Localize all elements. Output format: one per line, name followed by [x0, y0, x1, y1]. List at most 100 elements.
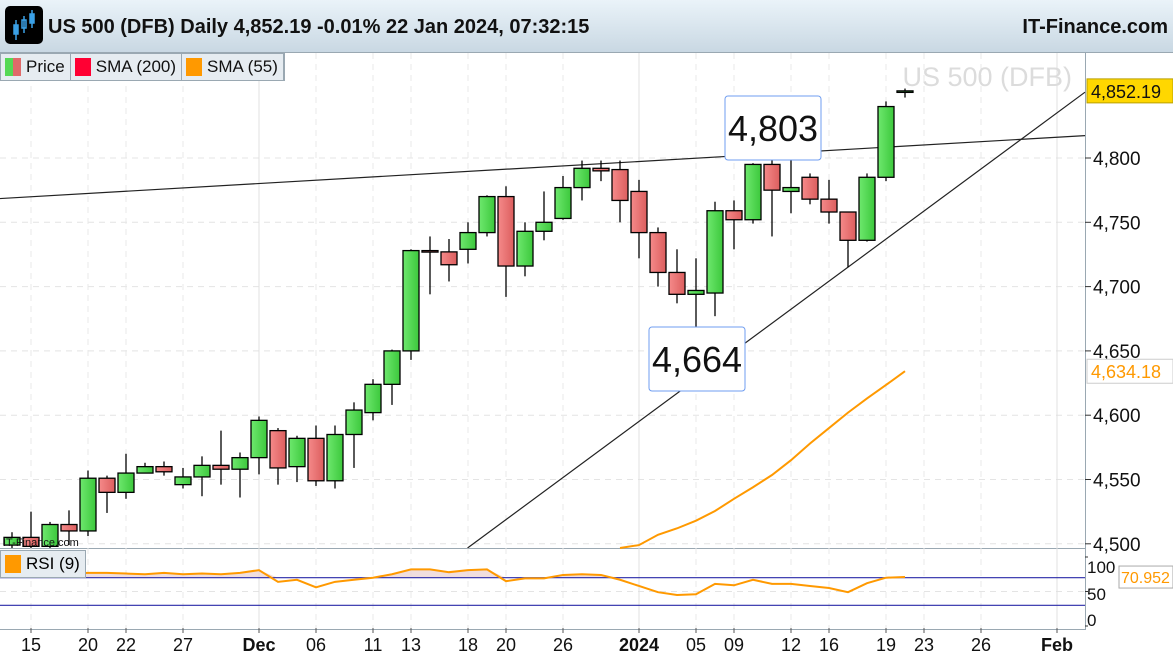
rsi-swatch: [5, 555, 21, 573]
candle-up: [3, 536, 21, 546]
x-tick-label: 12: [781, 635, 801, 655]
y-tick-label: 4,700: [1093, 278, 1141, 299]
candle-up: [383, 350, 401, 385]
candle-down: [421, 249, 439, 253]
candle-down: [60, 523, 78, 532]
candle-down: [440, 251, 458, 266]
candle-down: [592, 167, 610, 172]
candle-down: [763, 163, 781, 191]
candle-down: [611, 168, 629, 202]
x-tick-label: 05: [686, 635, 706, 655]
x-tick-label: 06: [306, 635, 326, 655]
instrument-watermark: US 500 (DFB): [902, 62, 1072, 92]
annotation-box: [648, 326, 746, 392]
x-tick-label: 26: [553, 635, 573, 655]
trendline: [0, 135, 1086, 200]
candle-up: [554, 186, 572, 220]
chart-title: US 500 (DFB) Daily 4,852.19 -0.01% 22 Ja…: [48, 16, 590, 38]
legend-item-sma55[interactable]: SMA (55): [182, 54, 284, 80]
candle-down: [649, 231, 667, 274]
legend-label: RSI (9): [26, 554, 80, 573]
candlestick-chart-icon: [5, 6, 43, 44]
chart-header: US 500 (DFB) Daily 4,852.19 -0.01% 22 Ja…: [0, 0, 1173, 53]
candle-up: [896, 90, 914, 94]
candle-up: [858, 176, 876, 241]
candle-up: [478, 195, 496, 234]
annotation-label: 4,803: [728, 108, 818, 149]
x-tick-label: 15: [21, 635, 41, 655]
rsi-line: [11, 568, 906, 596]
brand-name: IT-Finance.com: [1022, 16, 1168, 38]
candle-up: [193, 464, 211, 478]
candle-down: [801, 176, 819, 200]
sma55-swatch: [186, 58, 203, 76]
candle-down: [212, 464, 230, 470]
candle-down: [497, 195, 515, 267]
x-tick-label: 27: [173, 635, 193, 655]
last-price-label: 4,852.19: [1091, 82, 1161, 102]
x-tick-label: 18: [458, 635, 478, 655]
x-tick-label: 11: [364, 635, 383, 655]
candle-down: [269, 429, 287, 469]
x-tick-label: 26: [971, 635, 991, 655]
y-tick-label: 4,800: [1093, 149, 1141, 170]
y-tick-label: 4,550: [1093, 471, 1141, 492]
candle-up: [744, 163, 762, 221]
y-tick-label: 4,500: [1093, 535, 1141, 556]
legend-label: SMA (55): [207, 57, 278, 76]
sma55-price-label: 4,634.18: [1091, 362, 1161, 382]
legend: Price SMA (200) SMA (55): [0, 53, 285, 81]
candle-up: [402, 249, 420, 352]
legend-label: SMA (200): [95, 57, 177, 76]
candle-up: [706, 210, 724, 294]
x-tick-label: 13: [401, 635, 421, 655]
rsi-value-tag: [1118, 565, 1173, 589]
x-tick-label: 22: [116, 635, 136, 655]
candle-down: [820, 198, 838, 213]
candle-down: [155, 465, 173, 473]
candle-up: [459, 231, 477, 250]
candle-up: [288, 437, 306, 468]
candle-down: [98, 477, 116, 494]
x-tick-label: 2024: [619, 635, 659, 655]
candle-down: [630, 190, 648, 234]
sma55-price-tag: [1086, 358, 1173, 384]
rsi-tick-label: 100: [1087, 558, 1115, 577]
candle-up: [535, 221, 553, 232]
sma55-line: [619, 370, 906, 549]
annotation-label: 4,664: [652, 339, 742, 380]
trendline: [467, 91, 1086, 549]
rsi-overbought-fill: [12, 569, 905, 578]
candle-up: [231, 456, 249, 470]
annotation-box: [724, 95, 822, 161]
candle-up: [174, 476, 192, 486]
rsi-value-label: 70.952: [1121, 570, 1170, 587]
candle-down: [839, 211, 857, 241]
candle-up: [326, 433, 344, 482]
rsi-tick-label: 0: [1087, 611, 1096, 630]
rsi-legend[interactable]: RSI (9): [0, 550, 86, 578]
candle-up: [250, 419, 268, 459]
price-layer: [0, 88, 1086, 549]
x-tick-label: 20: [496, 635, 516, 655]
price-swatch: [5, 58, 21, 76]
candle-up: [687, 289, 705, 295]
candle-down: [307, 437, 325, 482]
candle-down: [725, 210, 743, 221]
candle-up: [41, 523, 59, 548]
candle-down: [22, 536, 40, 548]
candle-up: [782, 186, 800, 193]
legend-item-price[interactable]: Price: [1, 54, 71, 80]
x-tick-label: 16: [819, 635, 839, 655]
candle-up: [117, 472, 135, 494]
x-tick-label: 20: [78, 635, 98, 655]
legend-item-sma200[interactable]: SMA (200): [71, 54, 183, 80]
candle-up: [136, 465, 154, 474]
x-tick-label: 09: [724, 635, 744, 655]
y-tick-label: 4,750: [1093, 213, 1141, 234]
candle-up: [516, 230, 534, 267]
candle-up: [877, 105, 895, 178]
x-tick-label: 19: [876, 635, 896, 655]
candle-down: [668, 271, 686, 295]
